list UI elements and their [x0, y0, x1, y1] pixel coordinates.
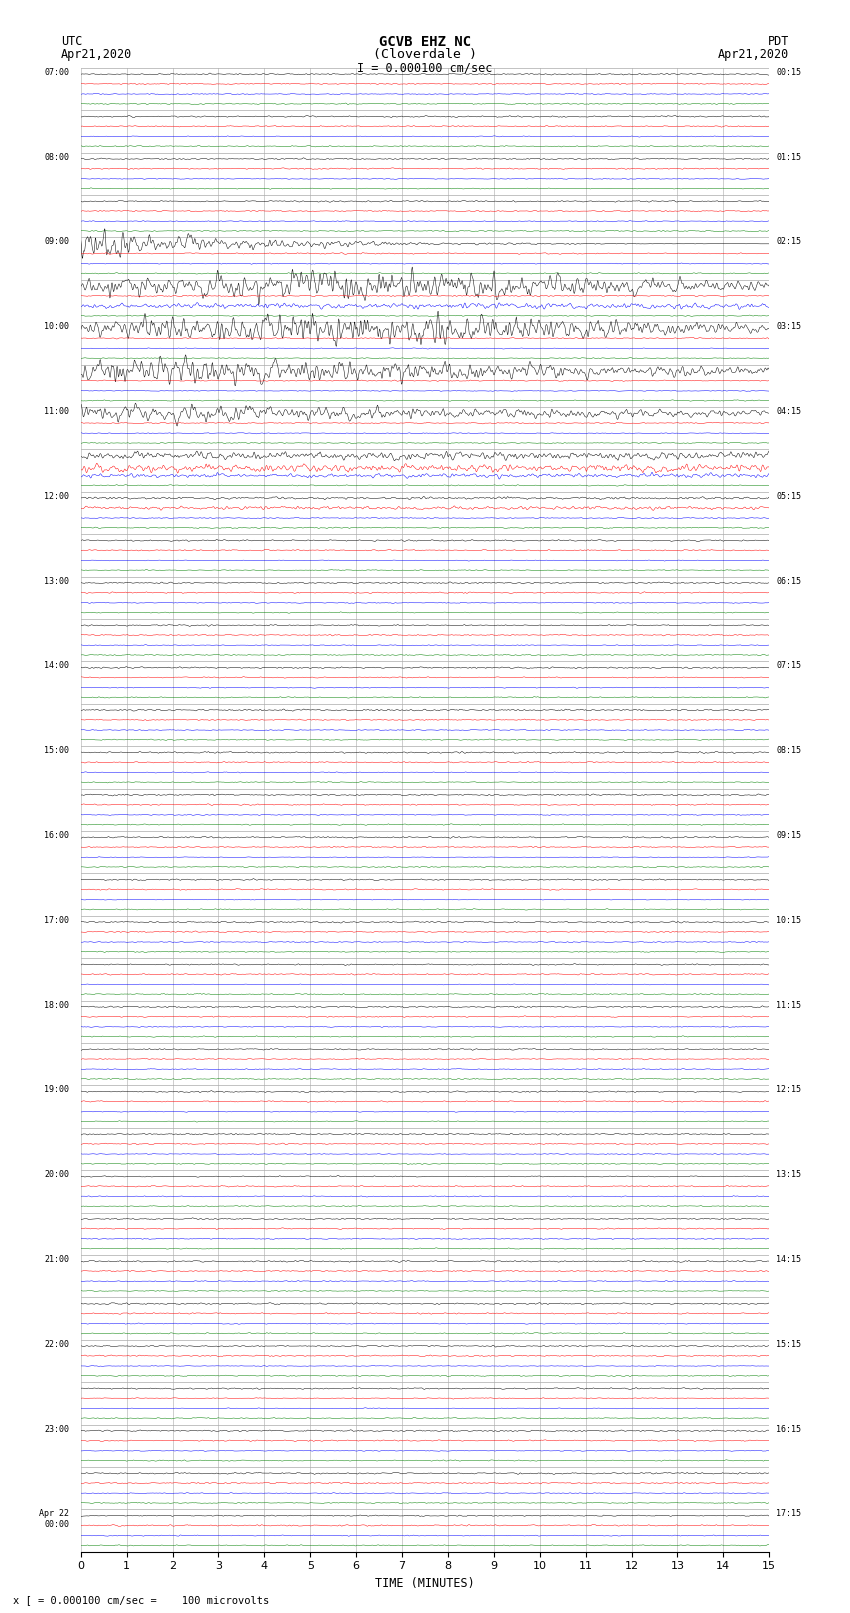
Text: 16:15: 16:15: [776, 1424, 802, 1434]
Text: 09:00: 09:00: [44, 237, 70, 247]
Text: (Cloverdale ): (Cloverdale ): [373, 48, 477, 61]
Text: Apr21,2020: Apr21,2020: [61, 48, 133, 61]
Text: 18:00: 18:00: [44, 1000, 70, 1010]
Text: 12:15: 12:15: [776, 1086, 802, 1094]
Text: Apr21,2020: Apr21,2020: [717, 48, 789, 61]
Text: 20:00: 20:00: [44, 1169, 70, 1179]
Text: 08:00: 08:00: [44, 153, 70, 161]
Text: 07:15: 07:15: [776, 661, 802, 671]
Text: 13:15: 13:15: [776, 1169, 802, 1179]
Text: 12:00: 12:00: [44, 492, 70, 500]
Text: 08:15: 08:15: [776, 747, 802, 755]
Text: 21:00: 21:00: [44, 1255, 70, 1265]
Text: 22:00: 22:00: [44, 1340, 70, 1348]
Text: 02:15: 02:15: [776, 237, 802, 247]
Text: 05:15: 05:15: [776, 492, 802, 500]
Text: Apr 22
00:00: Apr 22 00:00: [39, 1510, 70, 1529]
Text: 14:00: 14:00: [44, 661, 70, 671]
Text: 07:00: 07:00: [44, 68, 70, 77]
Text: 16:00: 16:00: [44, 831, 70, 840]
Text: 09:15: 09:15: [776, 831, 802, 840]
Text: 17:15: 17:15: [776, 1510, 802, 1518]
Text: GCVB EHZ NC: GCVB EHZ NC: [379, 35, 471, 50]
Text: x [ = 0.000100 cm/sec =    100 microvolts: x [ = 0.000100 cm/sec = 100 microvolts: [13, 1595, 269, 1605]
Text: 14:15: 14:15: [776, 1255, 802, 1265]
Text: UTC: UTC: [61, 35, 82, 48]
Text: 01:15: 01:15: [776, 153, 802, 161]
Text: 00:15: 00:15: [776, 68, 802, 77]
Text: I = 0.000100 cm/sec: I = 0.000100 cm/sec: [357, 61, 493, 74]
Text: 15:15: 15:15: [776, 1340, 802, 1348]
Text: 19:00: 19:00: [44, 1086, 70, 1094]
Text: 13:00: 13:00: [44, 576, 70, 586]
Text: 23:00: 23:00: [44, 1424, 70, 1434]
Text: 11:15: 11:15: [776, 1000, 802, 1010]
Text: 10:00: 10:00: [44, 323, 70, 331]
Text: 06:15: 06:15: [776, 576, 802, 586]
Text: 10:15: 10:15: [776, 916, 802, 924]
Text: 15:00: 15:00: [44, 747, 70, 755]
Text: 03:15: 03:15: [776, 323, 802, 331]
Text: PDT: PDT: [768, 35, 789, 48]
Text: 04:15: 04:15: [776, 406, 802, 416]
Text: 11:00: 11:00: [44, 406, 70, 416]
Text: 17:00: 17:00: [44, 916, 70, 924]
X-axis label: TIME (MINUTES): TIME (MINUTES): [375, 1578, 475, 1590]
